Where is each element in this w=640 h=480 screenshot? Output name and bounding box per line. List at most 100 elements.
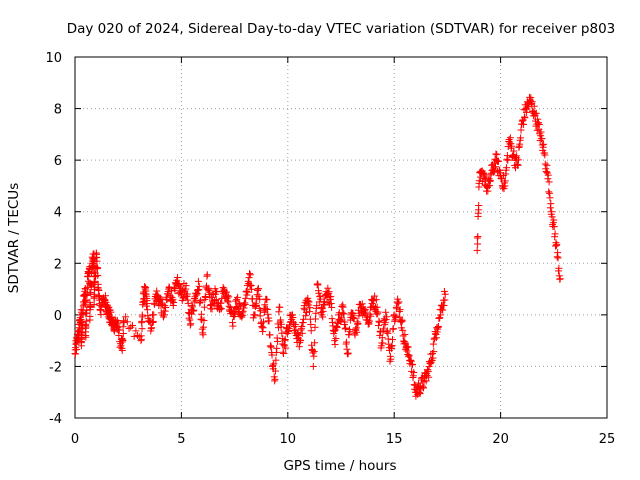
x-tick-label: 5 [177,432,185,447]
data-point [82,323,90,331]
data-point [354,319,362,327]
data-point [242,294,250,302]
data-point [107,308,115,316]
data-point [388,336,396,344]
data-point [198,325,206,333]
data-point [397,324,405,332]
data-point [319,307,327,315]
data-point [556,275,564,283]
data-point [101,292,109,300]
y-tick-label: 6 [54,154,62,169]
data-point [174,273,182,281]
data-point [168,297,176,305]
data-point [432,334,440,342]
y-axis-label: SDTVAR / TECUs [6,183,22,293]
data-point [127,323,135,331]
data-point [268,351,276,359]
data-point [545,178,553,186]
data-point [302,312,310,320]
data-point [187,320,195,328]
data-point [311,323,319,331]
data-point [119,323,127,331]
data-point [203,271,211,279]
data-point [117,342,125,350]
data-point [475,179,483,187]
data-point [387,355,395,363]
data-point [200,303,208,311]
data-point [307,327,315,335]
data-point [128,322,136,330]
data-point [383,313,391,321]
tick-layer: 0 5 10 15 20 25 -4 -2 0 2 4 6 8 10 [45,51,615,447]
data-point [493,151,501,159]
data-point [143,300,151,308]
data-point [266,331,274,339]
data-point [94,271,102,279]
data-point [510,147,518,155]
data-point [550,216,558,224]
data-point [86,312,94,320]
data-point [239,307,247,315]
data-point [307,321,315,329]
data-point [548,213,556,221]
data-point [256,295,264,303]
data-point [90,301,98,309]
plot-border [74,56,608,419]
data-point [229,322,237,330]
data-point [341,318,349,326]
data-point [545,188,553,196]
data-point [517,134,525,142]
data-point [82,333,90,341]
data-point [401,339,409,347]
data-point [298,322,306,330]
data-point [440,301,448,309]
data-point [281,335,289,343]
data-point [400,338,408,346]
data-point [72,346,80,354]
data-point [262,305,270,313]
data-point [143,306,151,314]
x-tick-label: 10 [280,432,297,447]
data-point [139,298,147,306]
data-point [492,150,500,158]
data-point [535,121,543,129]
data-point [141,283,149,291]
data-point [194,277,202,285]
data-point [241,299,249,307]
data-point [504,156,512,164]
data-point [380,325,388,333]
data-point [315,289,323,297]
data-point [514,156,522,164]
y-tick-label: -2 [49,360,62,375]
data-point [414,379,422,387]
data-point [407,357,415,365]
data-point [424,366,432,374]
data-point [508,142,516,150]
data-point [422,377,430,385]
data-point [388,342,396,350]
data-point [528,98,536,106]
data-point [190,306,198,314]
data-point [547,200,555,208]
data-point [274,337,282,345]
data-point [119,337,127,345]
data-point [275,308,283,316]
data-point [520,120,528,128]
data-point [244,288,252,296]
data-point [249,314,257,322]
data-point [87,302,95,310]
data-point [344,349,352,357]
data-point [521,114,529,122]
data-point [217,305,225,313]
data-point [171,286,179,294]
data-point [538,135,546,143]
chart-title: Day 020 of 2024, Sidereal Day-to-day VTE… [67,21,616,37]
data-point [474,233,482,241]
data-point [340,310,348,318]
data-point [175,290,183,298]
data-point [420,384,428,392]
data-point [474,240,482,248]
data-point [123,318,131,326]
